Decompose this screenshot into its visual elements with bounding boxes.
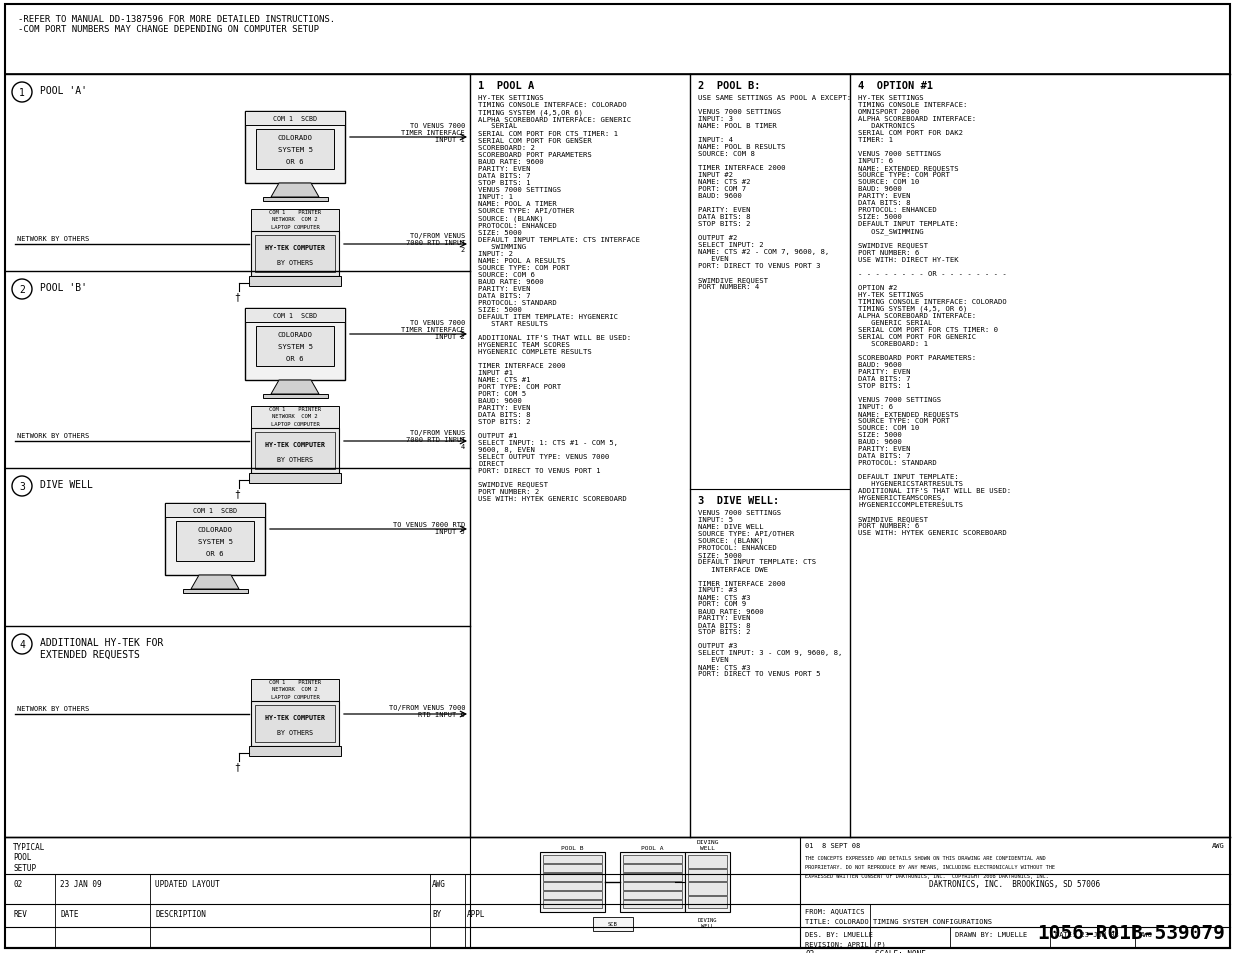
Bar	[688, 868, 727, 882]
Bar	[620, 852, 685, 912]
Bar	[251, 429, 338, 474]
Polygon shape	[191, 576, 240, 589]
Text: TITLE: COLORADO TIMING SYSTEM CONFIGURATIONS: TITLE: COLORADO TIMING SYSTEM CONFIGURAT…	[805, 918, 992, 924]
Bar	[622, 882, 682, 890]
Bar	[177, 521, 254, 561]
Text: LAPTOP COMPUTER: LAPTOP COMPUTER	[270, 694, 320, 699]
Text: REVISION: APRIL (P): REVISION: APRIL (P)	[805, 941, 885, 947]
Text: 1: 1	[19, 88, 25, 98]
Text: COLORADO: COLORADO	[278, 332, 312, 337]
Text: LAPTOP COMPUTER: LAPTOP COMPUTER	[270, 421, 320, 426]
Text: 23 JAN 09: 23 JAN 09	[61, 879, 101, 888]
Text: TO/FROM VENUS
7000 RTD INPUT
2: TO/FROM VENUS 7000 RTD INPUT 2	[405, 233, 466, 253]
Bar	[251, 701, 338, 746]
Text: DAKTRONICS, INC.  BROOKINGS, SD 57006: DAKTRONICS, INC. BROOKINGS, SD 57006	[930, 879, 1100, 888]
Bar	[543, 855, 601, 863]
Text: NETWORK  COM 2: NETWORK COM 2	[272, 687, 317, 692]
Bar	[183, 589, 247, 594]
Bar	[685, 852, 730, 912]
Text: 2  POOL B:: 2 POOL B:	[698, 81, 761, 91]
Text: NETWORK  COM 2: NETWORK COM 2	[272, 414, 317, 419]
Text: DRAWN BY: LMUELLE: DRAWN BY: LMUELLE	[955, 931, 1028, 937]
Text: COM 1    PRINTER: COM 1 PRINTER	[269, 407, 321, 412]
Text: HY-TEK COMPUTER: HY-TEK COMPUTER	[266, 441, 325, 447]
Bar	[249, 474, 341, 483]
Text: BY: BY	[432, 909, 441, 918]
Text: DES. BY: LMUELLE: DES. BY: LMUELLE	[805, 931, 873, 937]
Text: AWG: AWG	[1140, 931, 1152, 937]
Text: COLORADO: COLORADO	[278, 134, 312, 141]
Text: DIVING
WELL: DIVING WELL	[697, 840, 719, 850]
Text: POOL A: POOL A	[641, 845, 663, 850]
Text: †: †	[235, 489, 240, 498]
Text: OR 6: OR 6	[206, 550, 224, 557]
Text: COM 1    PRINTER: COM 1 PRINTER	[269, 679, 321, 684]
Text: †: †	[235, 761, 240, 771]
Text: LAPTOP COMPUTER: LAPTOP COMPUTER	[270, 225, 320, 230]
Bar	[622, 900, 682, 908]
Text: TO/FROM VENUS
7000 RTD INPUT
4: TO/FROM VENUS 7000 RTD INPUT 4	[405, 430, 466, 450]
Text: USE SAME SETTINGS AS POOL A EXCEPT:

VENUS 7000 SETTINGS
INPUT: 3
NAME: POOL B T: USE SAME SETTINGS AS POOL A EXCEPT: VENU…	[698, 95, 851, 290]
Text: PROPRIETARY. DO NOT REPRODUCE BY ANY MEANS, INCLUDING ELECTRONICALLY WITHOUT THE: PROPRIETARY. DO NOT REPRODUCE BY ANY MEA…	[805, 864, 1055, 869]
Bar	[622, 891, 682, 899]
Text: AWG: AWG	[1213, 842, 1225, 848]
Bar	[245, 309, 345, 380]
Text: DESCRIPTION: DESCRIPTION	[156, 909, 206, 918]
Text: SYSTEM 5: SYSTEM 5	[278, 147, 312, 152]
Text: DIVING
WELL: DIVING WELL	[698, 917, 718, 928]
Text: VENUS 7000 SETTINGS
INPUT: 5
NAME: DIVE WELL
SOURCE TYPE: API/OTHER
SOURCE: (BLA: VENUS 7000 SETTINGS INPUT: 5 NAME: DIVE …	[698, 510, 842, 677]
Bar	[543, 882, 601, 890]
Text: NETWORK BY OTHERS: NETWORK BY OTHERS	[17, 433, 89, 438]
Text: COM 1    PRINTER: COM 1 PRINTER	[269, 210, 321, 214]
Text: NETWORK  COM 2: NETWORK COM 2	[272, 217, 317, 222]
Bar	[254, 235, 335, 273]
Text: SCB: SCB	[608, 922, 618, 926]
Text: APPL: APPL	[467, 909, 485, 918]
Text: NETWORK BY OTHERS: NETWORK BY OTHERS	[17, 235, 89, 242]
Bar	[165, 503, 266, 576]
Bar	[256, 130, 333, 170]
Text: UPDATED LAYOUT: UPDATED LAYOUT	[156, 879, 220, 888]
Bar	[622, 873, 682, 882]
Text: OR 6: OR 6	[287, 355, 304, 361]
Text: 2: 2	[19, 285, 25, 294]
Bar	[543, 900, 601, 908]
Text: COLORADO: COLORADO	[198, 526, 232, 533]
Bar	[256, 327, 333, 366]
Bar	[688, 855, 727, 867]
Text: SYSTEM 5: SYSTEM 5	[278, 343, 312, 350]
Bar	[245, 112, 345, 126]
Text: COM 1  SCBD: COM 1 SCBD	[273, 116, 317, 122]
Text: HY-TEK COMPUTER: HY-TEK COMPUTER	[266, 245, 325, 251]
Text: HY-TEK SETTINGS
TIMING CONSOLE INTERFACE:
OMNISPORT 2000
ALPHA SCOREBOARD INTERF: HY-TEK SETTINGS TIMING CONSOLE INTERFACE…	[858, 95, 1011, 536]
Bar	[543, 891, 601, 899]
Bar	[249, 746, 341, 757]
Bar	[254, 433, 335, 470]
Text: EXPRESSED WRITTEN CONSENT OF DAKTRONICS, INC.  COPYRIGHT 2008 DAKTRONICS, INC.: EXPRESSED WRITTEN CONSENT OF DAKTRONICS,…	[805, 873, 1049, 878]
Text: 3  DIVE WELL:: 3 DIVE WELL:	[698, 496, 779, 505]
Bar	[251, 232, 338, 276]
Bar	[622, 855, 682, 863]
Text: 01  8 SEPT 08: 01 8 SEPT 08	[805, 842, 861, 848]
Text: 02: 02	[805, 949, 814, 953]
Bar	[622, 864, 682, 872]
Text: 3: 3	[19, 481, 25, 492]
Text: HY-TEK COMPUTER: HY-TEK COMPUTER	[266, 714, 325, 720]
Text: DATE: 23 JUN 08: DATE: 23 JUN 08	[1055, 931, 1119, 937]
Text: -REFER TO MANUAL DD-1387596 FOR MORE DETAILED INSTRUCTIONS.
-COM PORT NUMBERS MA: -REFER TO MANUAL DD-1387596 FOR MORE DET…	[19, 15, 335, 34]
Text: 1  POOL A: 1 POOL A	[478, 81, 535, 91]
Text: OR 6: OR 6	[287, 158, 304, 165]
Bar	[543, 873, 601, 882]
Text: TO VENUS 7000 RTD
INPUT 5: TO VENUS 7000 RTD INPUT 5	[393, 521, 466, 535]
Text: DATE: DATE	[61, 909, 79, 918]
Text: BY OTHERS: BY OTHERS	[277, 729, 312, 735]
Polygon shape	[270, 184, 319, 198]
Bar	[254, 705, 335, 742]
Text: TO VENUS 7000
TIMER INTERFACE
INPUT 2: TO VENUS 7000 TIMER INTERFACE INPUT 2	[401, 319, 466, 339]
Polygon shape	[270, 380, 319, 395]
Text: HY-TEK SETTINGS
TIMING CONSOLE INTERFACE: COLORADO
TIMING SYSTEM (4,5,OR 6)
ALPH: HY-TEK SETTINGS TIMING CONSOLE INTERFACE…	[478, 95, 640, 501]
Text: BY OTHERS: BY OTHERS	[277, 456, 312, 462]
Text: POOL 'A': POOL 'A'	[40, 86, 86, 96]
Text: AWG: AWG	[432, 879, 446, 888]
Bar	[245, 112, 345, 184]
